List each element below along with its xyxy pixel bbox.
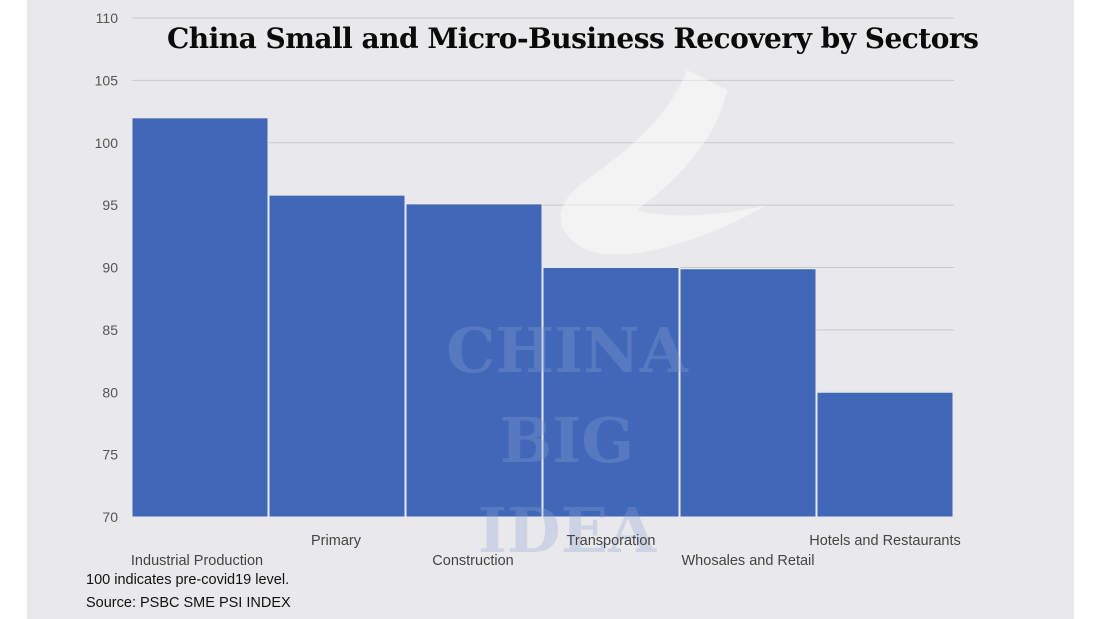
footnote-source: Source: PSBC SME PSI INDEX — [86, 595, 291, 611]
x-category-label: Transporation — [567, 533, 656, 549]
chart-canvas: 70 75 80 85 90 95 100 105 110 CHINA BIG IDEA Industr… — [95, 10, 961, 569]
bar — [542, 267, 680, 518]
y-tick-label: 90 — [102, 260, 118, 276]
watermark-text: IDEA — [478, 494, 657, 567]
chart-panel: 70 75 80 85 90 95 100 105 110 CHINA BIG IDEA Industr… — [27, 0, 1074, 619]
x-category-label: Industrial Production — [131, 553, 263, 569]
x-category-label: Primary — [311, 533, 362, 549]
y-tick-label: 75 — [102, 447, 118, 463]
y-tick-label: 80 — [102, 384, 118, 400]
y-tick-label: 70 — [102, 509, 118, 525]
bar — [405, 203, 543, 518]
watermark-text: CHINA — [446, 314, 689, 387]
footnote-baseline: 100 indicates pre-covid19 level. — [86, 572, 290, 588]
x-category-label: Construction — [432, 553, 513, 569]
y-tick-label: 95 — [102, 197, 118, 213]
y-tick-label: 105 — [95, 72, 119, 88]
watermark-group: CHINA BIG IDEA — [446, 70, 767, 567]
y-tick-label: 100 — [95, 135, 119, 151]
crane-watermark-icon — [560, 70, 767, 255]
chart-title: China Small and Micro-Business Recovery … — [167, 22, 979, 55]
x-category-label: Hotels and Restaurants — [809, 533, 961, 549]
bar — [679, 268, 817, 518]
x-category-label: Whosales and Retail — [682, 553, 815, 569]
bar — [816, 391, 954, 518]
bar — [268, 194, 406, 518]
y-tick-label: 85 — [102, 322, 118, 338]
bar — [131, 117, 269, 518]
y-tick-label: 110 — [96, 10, 119, 26]
watermark-text: BIG — [500, 404, 634, 477]
